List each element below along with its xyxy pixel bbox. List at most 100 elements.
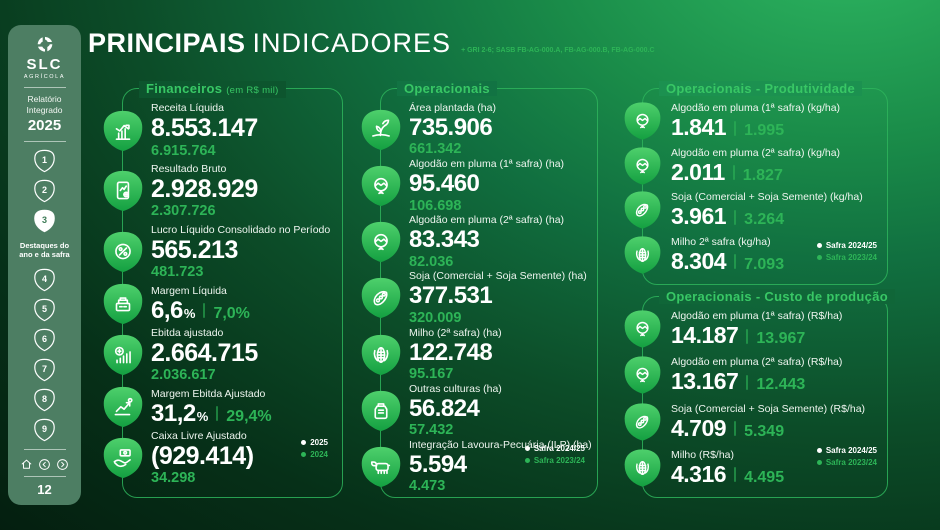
indicator-label: Margem Ebitda Ajustado bbox=[151, 387, 266, 400]
legend-dot-icon bbox=[816, 460, 822, 465]
page-title-light: INDICADORES bbox=[252, 28, 452, 58]
legend-dot-icon bbox=[301, 440, 307, 445]
card-financeiros: Financeiros (em R$ mil) Receita Líquida 8.… bbox=[103, 81, 343, 498]
cotton-icon bbox=[623, 145, 662, 186]
indicator-previous-value: 4.495 bbox=[744, 468, 785, 486]
report-title-line2: Integrado bbox=[26, 105, 63, 116]
indicator-previous-value: 95.167 bbox=[409, 366, 454, 383]
slc-logo-icon bbox=[37, 36, 52, 52]
sidebar-chapter-1[interactable]: 1 bbox=[33, 149, 56, 173]
indicator-label: Soja (Comercial + Soja Semente) (kg/ha) bbox=[671, 191, 863, 204]
home-icon[interactable] bbox=[20, 458, 33, 471]
indicator-previous-value: 2.307.726 bbox=[151, 203, 216, 220]
growth-arrow-icon bbox=[102, 385, 144, 429]
hand-money-icon bbox=[102, 436, 144, 480]
cotton-icon bbox=[623, 309, 662, 350]
divider bbox=[746, 374, 749, 390]
cotton-icon bbox=[360, 220, 402, 264]
indicator-previous-value: 1.995 bbox=[744, 122, 785, 139]
divider bbox=[734, 467, 737, 483]
indicator-row: Ebitda ajustado 2.664.715 2.036.617 bbox=[103, 326, 334, 384]
indicator-label: Algodão em pluma (1ª safra) (kg/ha) bbox=[671, 102, 841, 114]
indicator-previous-value: 4.473 bbox=[409, 478, 446, 495]
soybean-icon bbox=[360, 276, 402, 320]
indicator-value: 2.664.715 bbox=[151, 338, 258, 367]
sidebar-chapter-9[interactable]: 9 bbox=[33, 418, 56, 442]
indicator-row: Algodão em pluma (2ª safra) (kg/ha) 2.011… bbox=[624, 147, 879, 185]
legend-item: Safra 2024/25 bbox=[816, 446, 877, 455]
divider bbox=[203, 303, 206, 319]
indicator-label: Milho (2ª safra) (ha) bbox=[409, 326, 502, 339]
cotton-icon bbox=[623, 101, 662, 142]
seedling-icon bbox=[360, 108, 402, 152]
report-document-icon bbox=[102, 169, 144, 213]
indicator-value: 3.961 bbox=[671, 203, 727, 230]
sidebar-chapter-2[interactable]: 2 bbox=[33, 179, 56, 203]
indicator-label: Ebitda ajustado bbox=[151, 326, 224, 339]
indicator-row: Área plantada (ha) 735.906 661.342 bbox=[361, 102, 589, 158]
sidebar-chapter-6[interactable]: 6 bbox=[33, 328, 56, 352]
next-page-icon[interactable] bbox=[56, 458, 69, 471]
indicator-value: 2.011 bbox=[671, 158, 725, 185]
section-title: Operacionais - Custo de produção bbox=[659, 289, 895, 304]
indicator-label: Soja (Comercial + Soja Semente) (R$/ha) bbox=[671, 402, 866, 415]
indicator-value: 5.594 bbox=[409, 450, 467, 478]
indicator-value: 13.167 bbox=[671, 368, 739, 395]
legend-item: Safra 2023/24 bbox=[816, 458, 877, 467]
indicator-row: Resultado Bruto 2.928.929 2.307.726 bbox=[103, 163, 334, 220]
divider bbox=[734, 120, 737, 136]
sidebar-chapter-8[interactable]: 8 bbox=[33, 388, 56, 412]
indicator-row: Soja (Comercial + Soja Semente) (kg/ha) 3… bbox=[624, 191, 879, 230]
indicator-previous-value: 320.009 bbox=[409, 309, 462, 326]
indicator-label: Algodão em pluma (2ª safra) (R$/ha) bbox=[671, 356, 843, 369]
card-operacionais: Operacionais Área plantada (ha) 735.906 661… bbox=[361, 81, 598, 498]
indicator-previous-value: 29,4% bbox=[226, 407, 272, 425]
indicator-row: Soja (Comercial + Soja Semente) (ha) 377.… bbox=[361, 270, 589, 326]
indicator-value: 83.343 bbox=[409, 226, 480, 254]
indicator-value: 735.906 bbox=[409, 114, 493, 141]
sidebar-chapter-3[interactable]: 3 bbox=[33, 209, 56, 233]
divider bbox=[734, 421, 737, 437]
logo-subtext: AGRÍCOLA bbox=[23, 73, 66, 80]
sack-icon bbox=[360, 389, 402, 433]
indicator-value: 6,6 bbox=[151, 296, 183, 324]
legend-item: Safra 2024/25 bbox=[816, 241, 877, 250]
previous-page-icon[interactable] bbox=[38, 458, 51, 471]
cotton-icon bbox=[623, 355, 662, 396]
report-title-line1: Relatório bbox=[27, 94, 62, 105]
legend-item: Safra 2023/24 bbox=[524, 456, 585, 465]
indicator-value: 122.748 bbox=[409, 338, 493, 366]
page-title-bold: PRINCIPAIS bbox=[88, 28, 246, 58]
indicator-row: Algodão em pluma (1ª safra) (R$/ha) 14.18… bbox=[624, 310, 879, 348]
indicator-previous-value: 34.298 bbox=[151, 470, 196, 487]
indicator-previous-value: 3.264 bbox=[744, 211, 785, 229]
profit-coin-icon bbox=[102, 230, 144, 274]
indicator-value: 8.553.147 bbox=[151, 114, 258, 142]
divider bbox=[734, 209, 737, 225]
chart-growth-icon bbox=[102, 109, 144, 153]
indicator-row: Outras culturas (ha) 56.824 57.432 bbox=[361, 382, 589, 439]
active-chapter-caption: Destaques do ano e da safra bbox=[19, 240, 70, 260]
indicator-row: Margem Líquida 6,6% 7,0% bbox=[103, 283, 334, 324]
indicator-previous-value: 106.698 bbox=[409, 197, 462, 214]
report-year: 2025 bbox=[27, 116, 62, 134]
legend-dot-icon bbox=[301, 452, 307, 457]
soybean-icon bbox=[623, 401, 662, 442]
sidebar-chapter-4[interactable]: 4 bbox=[33, 268, 56, 292]
indicator-row: Algodão em pluma (1ª safra) (kg/ha) 1.841… bbox=[624, 102, 879, 140]
indicator-label: Receita Líquida bbox=[151, 102, 224, 114]
value-suffix: % bbox=[196, 408, 209, 424]
indicator-label: Outras culturas (ha) bbox=[409, 382, 502, 395]
indicator-value: 377.531 bbox=[409, 282, 493, 310]
sidebar-chapter-7[interactable]: 7 bbox=[33, 358, 56, 382]
indicator-label: Lucro Líquido Consolidado no Período bbox=[151, 223, 331, 236]
legend: Safra 2024/25 Safra 2023/24 bbox=[816, 446, 877, 467]
sidebar-chapter-5[interactable]: 5 bbox=[33, 298, 56, 322]
legend-dot-icon bbox=[816, 255, 822, 260]
indicator-previous-value: 82.036 bbox=[409, 253, 454, 270]
legend-dot-icon bbox=[524, 446, 530, 451]
indicator-label: Milho 2ª safra (kg/ha) bbox=[671, 235, 771, 248]
indicator-value: 2.928.929 bbox=[151, 174, 258, 203]
indicator-label: Milho (R$/ha) bbox=[671, 448, 735, 461]
indicator-value: 56.824 bbox=[409, 394, 480, 422]
